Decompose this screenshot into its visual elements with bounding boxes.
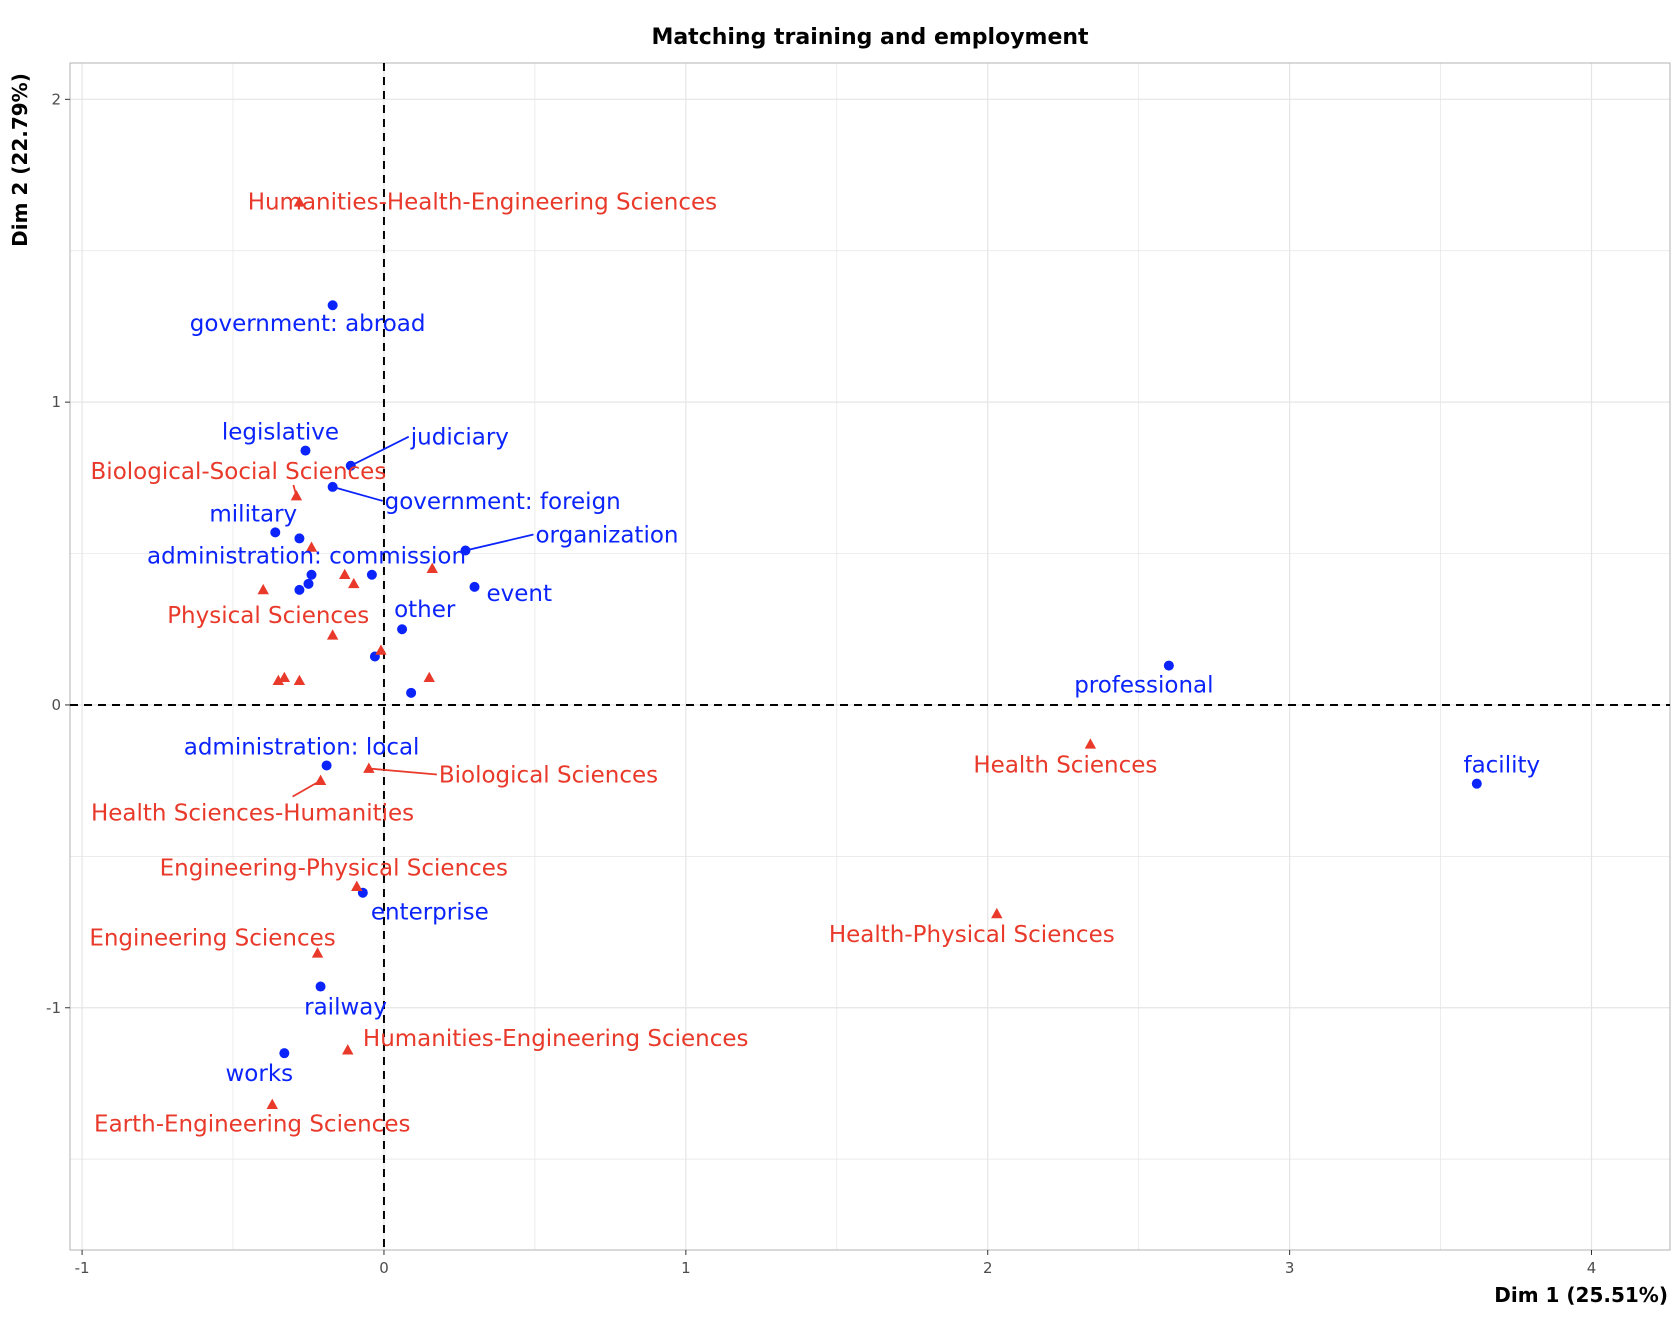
point-employment: [460, 545, 471, 556]
point-label: Biological-Social Sciences: [91, 459, 387, 485]
point-label: Earth-Engineering Sciences: [94, 1112, 410, 1138]
label-leader-line: [465, 533, 534, 552]
y-tick-label: 2: [51, 90, 61, 108]
y-tick-label: -1: [46, 999, 61, 1017]
point-training: [272, 674, 285, 686]
point-employment: [366, 569, 377, 580]
y-tick-label: 1: [51, 393, 61, 411]
point-label: works: [226, 1061, 294, 1087]
x-tick-label: 1: [681, 1259, 691, 1277]
point-label: Biological Sciences: [439, 763, 658, 789]
point-label: government: abroad: [190, 311, 426, 337]
point-training: [991, 907, 1003, 919]
axis-ticks: -1 0 1 2 3 4 -1 0 1 2: [46, 90, 1596, 1277]
point-training: [1084, 738, 1097, 749]
x-axis-title: Dim 1 (25.51%): [1494, 1283, 1668, 1307]
point-employment: [397, 624, 408, 635]
point-label: government: foreign: [385, 489, 621, 515]
point-employment: [306, 569, 317, 580]
data-points: [257, 196, 1482, 1109]
point-label: Humanities-Health-Engineering Sciences: [248, 189, 717, 215]
point-label: administration: commission: [147, 544, 466, 570]
point-employment: [345, 460, 356, 471]
point-employment: [321, 760, 332, 771]
point-employment: [406, 687, 417, 698]
point-training: [348, 577, 360, 589]
plot-panel: [69, 62, 1671, 1251]
point-training: [293, 196, 306, 207]
point-training: [363, 762, 375, 773]
point-employment: [327, 481, 338, 492]
point-label: Humanities-Engineering Sciences: [363, 1026, 749, 1052]
point-label: judiciary: [410, 425, 509, 451]
point-training: [278, 671, 291, 683]
label-leader-line: [368, 767, 437, 776]
point-employment: [327, 300, 338, 311]
x-tick-label: 3: [1285, 1259, 1295, 1277]
point-training: [290, 490, 303, 501]
point-label: military: [209, 501, 297, 527]
point-label: other: [394, 597, 456, 623]
point-label: legislative: [222, 420, 339, 446]
y-axis-title: Dim 2 (22.79%): [8, 73, 32, 247]
point-training: [342, 1044, 354, 1055]
point-label: event: [487, 581, 553, 607]
point-training: [311, 947, 324, 958]
y-tick-label: 0: [51, 696, 61, 714]
point-label: Health Sciences: [973, 752, 1157, 778]
reference-lines: [70, 63, 1670, 1250]
x-tick-label: 2: [983, 1259, 993, 1277]
point-training: [339, 568, 351, 580]
point-label: Health Sciences-Humanities: [91, 801, 414, 827]
point-training: [257, 583, 269, 595]
point-training: [326, 629, 339, 640]
point-label: Health-Physical Sciences: [829, 922, 1115, 948]
x-tick-label: 0: [379, 1259, 389, 1277]
point-training: [293, 674, 306, 686]
point-label: Physical Sciences: [167, 603, 369, 629]
point-training: [351, 880, 363, 891]
chart-title: Matching training and employment: [651, 25, 1089, 50]
x-tick-label: -1: [75, 1259, 90, 1277]
grid: [70, 63, 1670, 1250]
point-training: [266, 1098, 278, 1109]
point-labels: government: abroad legislative judiciary go…: [89, 189, 1540, 1137]
point-label: Engineering Sciences: [89, 925, 335, 951]
point-label: enterprise: [371, 900, 489, 926]
point-training: [314, 774, 327, 785]
point-label: railway: [304, 995, 387, 1021]
point-label: facility: [1463, 753, 1540, 779]
point-employment: [315, 981, 326, 992]
point-employment: [469, 581, 480, 592]
point-label: professional: [1074, 673, 1213, 699]
point-employment: [294, 584, 305, 595]
point-employment: [279, 1048, 290, 1059]
point-training: [423, 671, 435, 683]
label-leaders: [292, 435, 534, 798]
point-employment: [303, 578, 314, 589]
label-leader-line: [350, 435, 410, 467]
point-label: Engineering-Physical Sciences: [160, 856, 508, 882]
point-employment: [270, 527, 281, 538]
point-training: [375, 644, 387, 655]
x-tick-label: 4: [1587, 1259, 1597, 1277]
point-employment: [294, 533, 305, 544]
point-employment: [1471, 778, 1482, 789]
label-leader-line: [332, 486, 383, 502]
point-employment: [1163, 660, 1174, 671]
point-label: administration: local: [184, 735, 420, 761]
point-employment: [300, 445, 311, 456]
point-training: [426, 562, 438, 574]
point-training: [305, 541, 318, 552]
point-label: organization: [535, 523, 678, 549]
